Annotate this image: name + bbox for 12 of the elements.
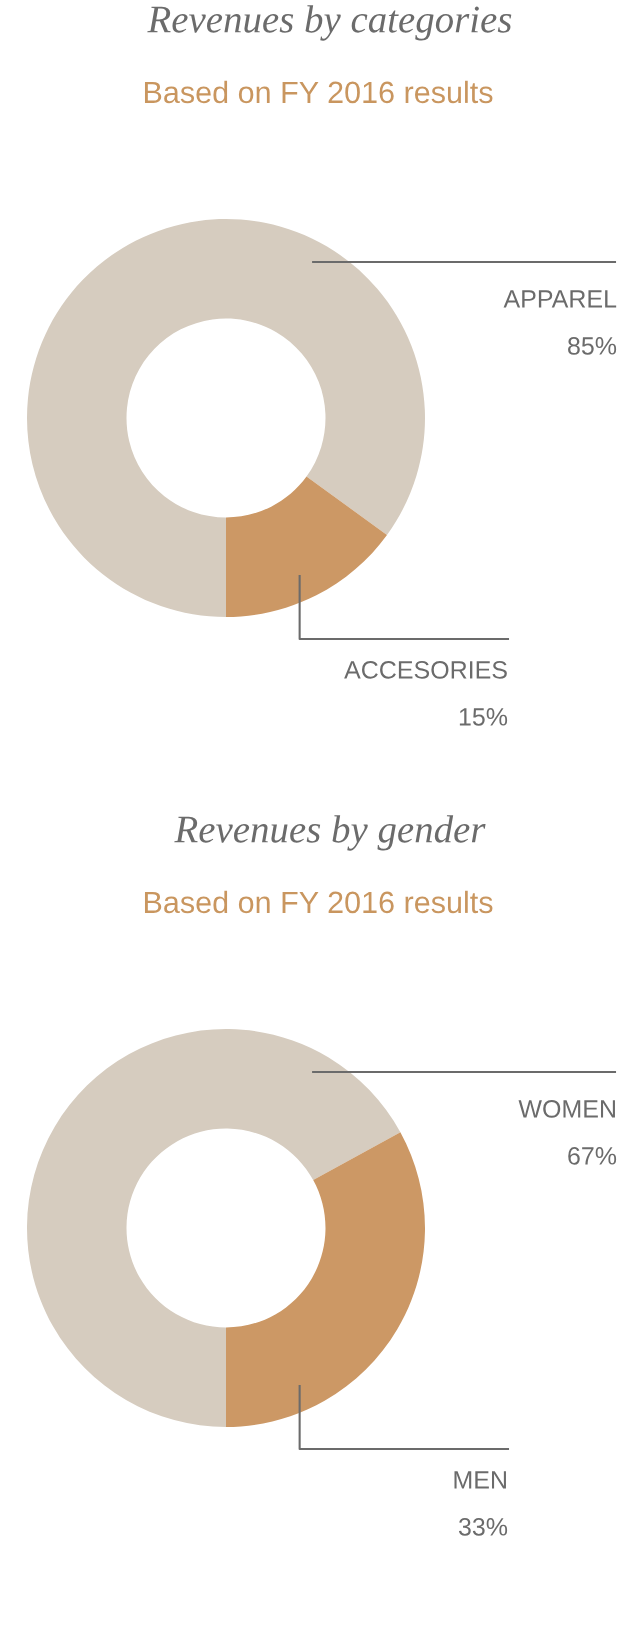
slice-label: APPAREL xyxy=(503,290,617,308)
data-label: 85% xyxy=(568,337,617,355)
data-label: 67% xyxy=(568,1147,617,1165)
chart-title: Revenues by gender xyxy=(174,815,486,851)
slice-label: WOMEN xyxy=(518,1100,615,1118)
chart-subtitle: Based on FY 2016 results xyxy=(144,890,493,914)
slice-label: MEN xyxy=(454,1471,506,1489)
chart-title: Revenues by categories xyxy=(147,5,512,41)
data-label: 15% xyxy=(459,708,508,726)
slice-label: ACCESORIES xyxy=(344,661,507,679)
data-label: 33% xyxy=(458,1518,508,1536)
chart-subtitle: Based on FY 2016 results xyxy=(144,80,493,104)
